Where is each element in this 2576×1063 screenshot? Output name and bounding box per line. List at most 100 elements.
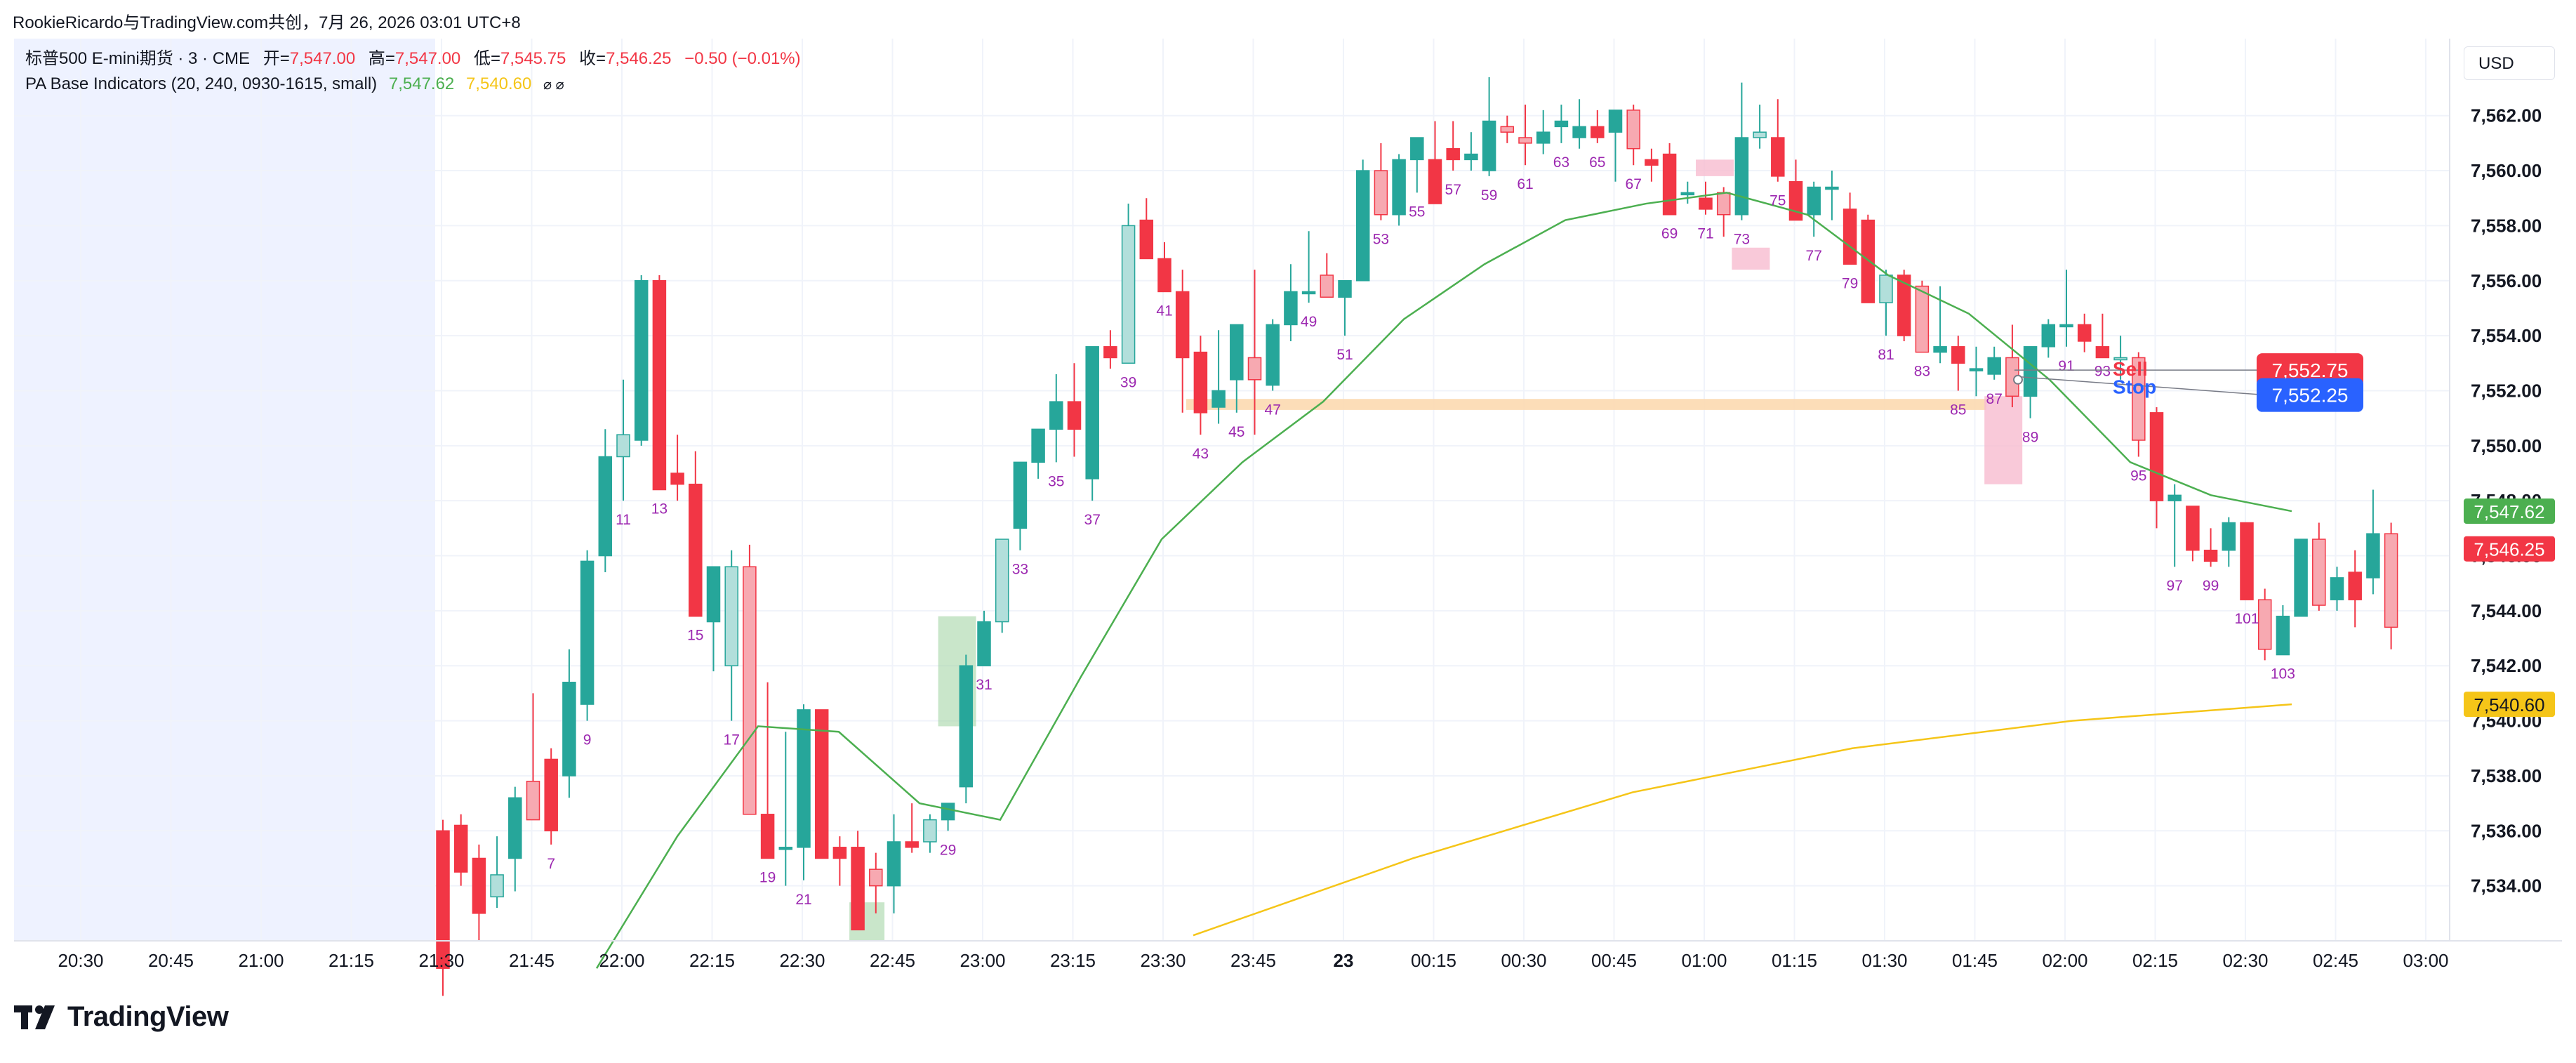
candle-body (1518, 137, 1532, 144)
close-value: 7,546.25 (606, 49, 672, 68)
bar-number-label: 99 (2203, 578, 2219, 594)
candle-body (1464, 153, 1478, 161)
candle-body (1266, 324, 1280, 386)
candle-body (905, 841, 919, 848)
candle-body (1645, 159, 1659, 166)
x-tick-label: 01:15 (1772, 950, 1817, 971)
candle-body (1608, 110, 1623, 133)
sell-order-label: Sell (2113, 358, 2148, 380)
bar-number-label: 45 (1228, 424, 1244, 440)
candle-body (1355, 170, 1370, 282)
candle-body (1193, 351, 1208, 414)
candle-body (832, 847, 847, 859)
candle-body (598, 456, 613, 557)
x-tick-label: 22:30 (779, 950, 825, 971)
candle-body (1951, 346, 1965, 364)
candle-body (472, 857, 486, 914)
x-tick-label: 01:45 (1952, 950, 1998, 971)
indicator-row: PA Base Indicators (20, 240, 0930-1615, … (25, 72, 801, 98)
bar-number-label: 21 (795, 892, 811, 908)
candle-body (1699, 197, 1713, 210)
visibility-icons[interactable]: ⌀ ⌀ (543, 77, 564, 93)
bar-number-label: 7 (547, 856, 555, 872)
indicator-value-slow: 7,540.60 (465, 74, 532, 93)
candle-body (2023, 346, 2038, 397)
candle-body (1175, 291, 1190, 359)
price-tag (2464, 499, 2555, 524)
price-tag (2464, 536, 2555, 562)
x-tick-label: 02:30 (2222, 950, 2268, 971)
bar-number-label: 97 (2167, 578, 2183, 594)
bar-number-label: 37 (1084, 512, 1101, 528)
y-tick-label: 7,562.00 (2471, 105, 2542, 126)
candle-body (1591, 126, 1605, 138)
candle-body (1410, 137, 1424, 161)
bar-number-label: 13 (651, 501, 668, 517)
y-tick-label: 7,550.00 (2471, 435, 2542, 456)
bar-number-label: 73 (1734, 232, 1750, 248)
candle-body (1680, 192, 1695, 196)
candle-body (580, 560, 595, 705)
candle-body (1230, 324, 1244, 381)
tradingview-logo[interactable]: TradingView (14, 1001, 229, 1033)
candle-body (1157, 258, 1171, 293)
bar-number-label: 103 (2271, 666, 2295, 682)
candle-body (1374, 170, 1388, 216)
candle-body (1428, 159, 1442, 204)
price-tag-text: 7,547.62 (2474, 501, 2544, 522)
candle-body (941, 803, 955, 821)
bar-number-label: 95 (2130, 468, 2146, 484)
price-tag-text: 7,546.25 (2474, 539, 2544, 560)
candle-body (724, 566, 738, 666)
x-tick-label: 00:15 (1411, 950, 1456, 971)
candle-body (2330, 577, 2344, 600)
bar-number-label: 49 (1301, 314, 1317, 330)
bar-number-label: 85 (1950, 402, 1966, 418)
bar-number-label: 39 (1120, 374, 1136, 390)
bar-number-label: 63 (1553, 154, 1569, 171)
bar-number-label: 31 (976, 677, 992, 693)
candle-body (1897, 275, 1911, 336)
x-tick-label: 23 (1334, 950, 1354, 971)
x-tick-label: 21:45 (509, 950, 555, 971)
tradingview-logo-icon (14, 1005, 55, 1029)
candle-body (1734, 137, 1749, 216)
y-tick-label: 7,538.00 (2471, 765, 2542, 786)
y-tick-label: 7,534.00 (2471, 876, 2542, 897)
candle-body (1626, 110, 1640, 150)
bar-number-label: 69 (1661, 226, 1678, 242)
candle-body (1139, 219, 1154, 260)
candle-body (851, 847, 865, 931)
high-label: 高= (368, 49, 395, 68)
candle-body (1121, 225, 1136, 364)
x-tick-label: 22:15 (689, 950, 735, 971)
bar-number-label: 57 (1445, 182, 1461, 198)
x-tick-label: 02:45 (2313, 950, 2358, 971)
bar-number-label: 75 (1770, 193, 1786, 209)
candle-body (869, 869, 883, 887)
indicator-name[interactable]: PA Base Indicators (20, 240, 0930-1615, … (25, 74, 378, 93)
x-tick-label: 21:30 (418, 950, 464, 971)
symbol-row: 标普500 E-mini期货 · 3 · CME 开=7,547.00 高=7,… (25, 46, 801, 72)
bar-number-label: 47 (1265, 402, 1281, 418)
candle-body (1536, 131, 1551, 144)
candle-body (1013, 461, 1028, 529)
bar-number-label: 29 (940, 842, 956, 858)
x-tick-label: 20:45 (148, 950, 194, 971)
candle-body (2149, 412, 2164, 501)
symbol-title[interactable]: 标普500 E-mini期货 · 3 · CME (25, 49, 251, 68)
candle-body (1482, 120, 1496, 171)
low-label: 低= (473, 49, 500, 68)
y-tick-label: 7,536.00 (2471, 820, 2542, 841)
bar-number-label: 53 (1373, 232, 1389, 248)
bar-number-label: 81 (1878, 347, 1894, 363)
order-anchor-point (2013, 374, 2023, 385)
bar-number-label: 79 (1842, 275, 1858, 291)
candle-body (1031, 428, 1045, 463)
currency-selector[interactable]: USD (2464, 46, 2555, 80)
stop-price-text: 7,552.25 (2272, 385, 2349, 407)
candle-body (1825, 186, 1839, 190)
x-tick-label: 02:00 (2042, 950, 2087, 971)
bar-number-label: 91 (2058, 358, 2074, 374)
